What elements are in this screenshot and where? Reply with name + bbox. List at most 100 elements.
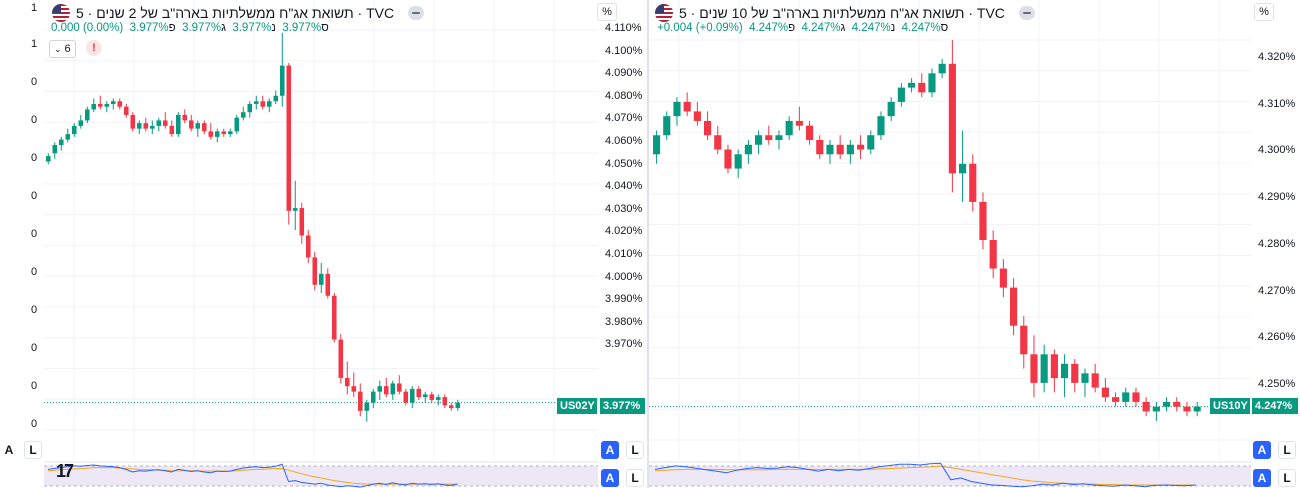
hide-legend-icon[interactable] (408, 6, 425, 20)
legend-header: תשואת אג"ח ממשלתיות בארה"ב של 10 שנים · … (655, 4, 1035, 22)
close-label: פ (168, 22, 176, 34)
us-flag-icon (655, 4, 673, 22)
candle-body (59, 139, 64, 146)
candle-body (390, 383, 396, 395)
candle (176, 112, 181, 137)
candle-body (234, 117, 240, 132)
candle-body (775, 135, 783, 140)
price-change: +0.004 (+0.09%) (657, 22, 743, 34)
candle-body (1020, 325, 1028, 355)
rsi-pane (44, 461, 598, 488)
candle-body (137, 123, 142, 129)
candle (693, 101, 701, 126)
candle (449, 402, 454, 411)
candle (1142, 397, 1150, 417)
candle-body (364, 402, 370, 411)
candle (124, 103, 129, 118)
candle (358, 383, 363, 417)
candle-body (938, 63, 946, 74)
indicator-auto-scale-button[interactable]: A (1253, 469, 1271, 487)
candle (918, 73, 926, 98)
price-axis-label: 4.250% (1258, 377, 1296, 390)
candle-body (241, 112, 246, 118)
symbol-title[interactable]: תשואת אג"ח ממשלתיות בארה"ב של 10 שנים · … (679, 5, 1005, 21)
candle-body (724, 149, 732, 169)
open-value: 3.977% (282, 22, 322, 34)
warning-icon[interactable]: ! (86, 40, 102, 56)
candle (442, 394, 448, 409)
candle (85, 106, 90, 124)
candle (221, 128, 227, 137)
candle (293, 180, 298, 230)
candle-body (816, 140, 824, 155)
candle-body (338, 339, 344, 378)
rsi-line (654, 462, 1196, 488)
percent-scale-button[interactable]: % (597, 3, 617, 21)
candle-body (693, 111, 701, 121)
candle-body (345, 377, 350, 387)
candle-body (1173, 401, 1181, 407)
candle-body (673, 101, 681, 117)
log-scale-button[interactable]: L (1278, 441, 1296, 459)
pane-divider[interactable] (647, 0, 649, 488)
indicators-toggle[interactable]: ⌄ 6 (49, 40, 76, 58)
strip-log-scale-button[interactable]: L (24, 441, 42, 459)
candle (816, 135, 824, 160)
candle (208, 123, 214, 140)
candle (1040, 344, 1048, 393)
chart-pane-us02y[interactable]: תשואת אג"ח ממשלתיות בארה"ב של 2 שנים · 5… (44, 0, 647, 488)
price-axis-label: 4.030% (605, 202, 643, 215)
candle-body (887, 101, 895, 117)
candle-body (312, 257, 318, 285)
candle (111, 98, 116, 110)
candle-body (52, 145, 58, 154)
candle (765, 125, 773, 145)
candle (999, 259, 1007, 298)
price-axis-label: 4.320% (1258, 51, 1296, 63)
indicator-log-scale-button[interactable]: L (626, 469, 644, 487)
price-axis-label: 3.980% (605, 315, 643, 328)
candle (189, 114, 194, 132)
tradingview-logo-icon[interactable]: 17 (56, 461, 74, 481)
candle (887, 97, 895, 121)
candle-body (280, 65, 285, 96)
candle-body (663, 116, 671, 136)
strip-tick: 0 (30, 114, 38, 126)
candle-body (1091, 373, 1099, 388)
hide-legend-icon[interactable] (1018, 6, 1035, 20)
percent-scale-button[interactable]: % (1254, 3, 1274, 21)
candle (234, 114, 240, 135)
candle (1101, 378, 1109, 402)
candle-body (755, 135, 763, 145)
symbol-title[interactable]: תשואת אג"ח ממשלתיות בארה"ב של 2 שנים · 5… (76, 5, 395, 21)
candle-body (1132, 392, 1140, 402)
candle-body (1081, 373, 1089, 383)
candle (1091, 363, 1099, 393)
log-scale-button[interactable]: L (626, 441, 644, 459)
candle-body (111, 101, 116, 104)
candle (1122, 387, 1130, 407)
candle (775, 130, 783, 150)
candle-body (124, 106, 129, 115)
candle (908, 78, 916, 93)
candle-body (948, 63, 956, 174)
candle (948, 40, 956, 193)
candle (306, 230, 311, 263)
candle (1010, 278, 1018, 336)
chart-pane-us10y[interactable]: תשואת אג"ח ממשלתיות בארה"ב של 10 שנים · … (649, 0, 1300, 488)
strip-tick: 0 (30, 304, 38, 316)
indicator-auto-scale-button[interactable]: A (601, 469, 619, 487)
auto-scale-button[interactable]: A (601, 441, 619, 459)
chart-canvas-us02y[interactable] (44, 0, 647, 488)
rsi-band (649, 466, 1251, 486)
chart-canvas-us10y[interactable] (649, 0, 1300, 488)
candle (241, 106, 246, 121)
candle (410, 386, 415, 409)
low-label: ג (221, 22, 226, 34)
indicator-log-scale-button[interactable]: L (1278, 469, 1296, 487)
auto-scale-button[interactable]: A (1253, 441, 1271, 459)
strip-auto-scale-button[interactable]: A (4, 443, 14, 457)
candle-body (1030, 354, 1038, 383)
candle (1173, 397, 1181, 412)
candle-body (1112, 397, 1120, 402)
